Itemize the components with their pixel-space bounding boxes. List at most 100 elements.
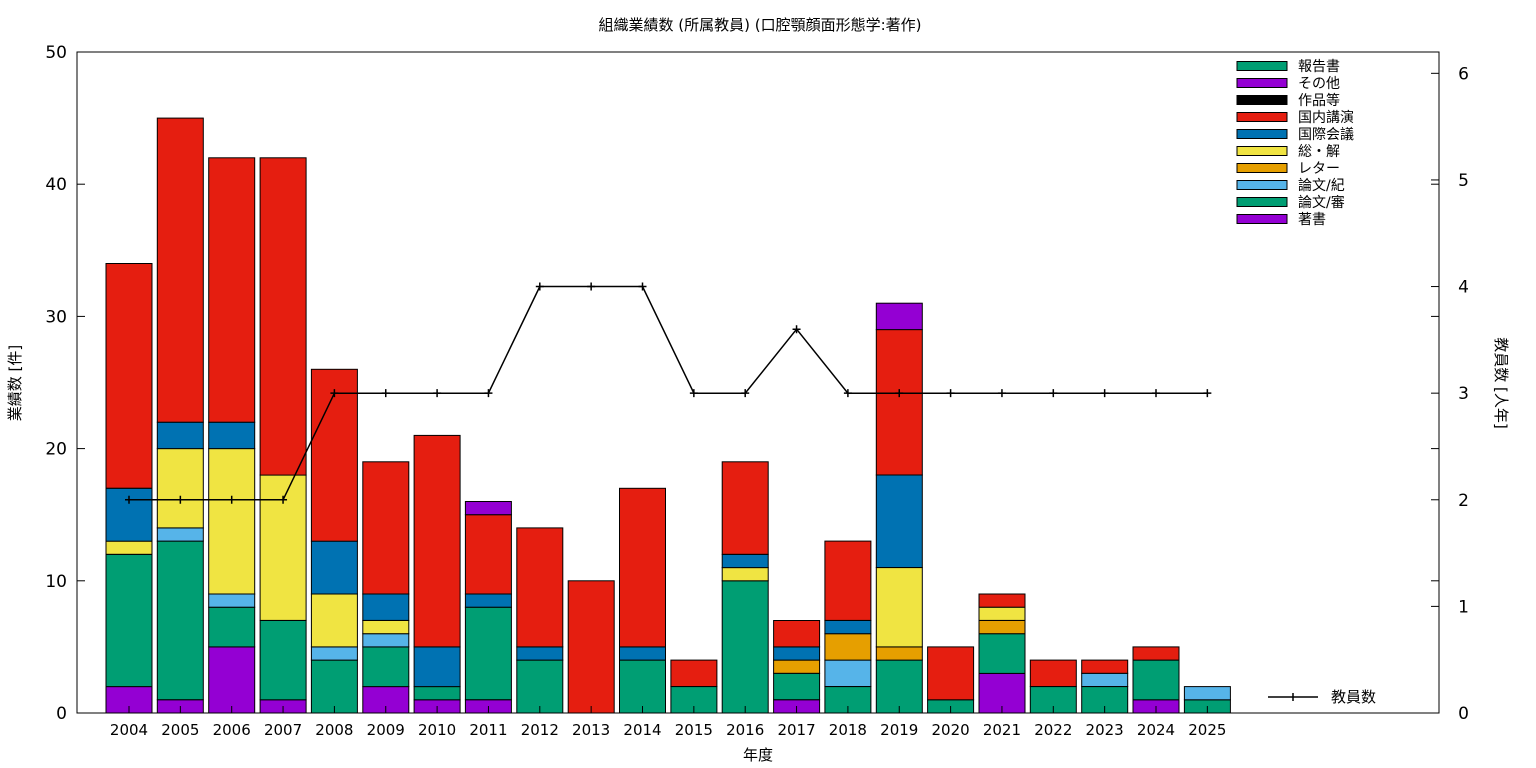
- bar-segment: [156, 540, 204, 701]
- bar-segment: [1081, 672, 1129, 687]
- bar-segment: [413, 686, 461, 701]
- bar-segment: [1132, 646, 1180, 661]
- legend-label: 国内講演: [1298, 110, 1354, 126]
- legend-label: 論文/審: [1298, 195, 1345, 211]
- bar-segment: [619, 646, 666, 661]
- bar-segment: [362, 461, 410, 595]
- x-tick-label: 2022: [1034, 721, 1072, 739]
- bar-segment: [464, 514, 512, 595]
- bar-segment: [670, 659, 718, 687]
- faculty-point: [1100, 389, 1109, 398]
- bar-segment: [516, 527, 564, 648]
- legend-swatch: [1236, 78, 1288, 88]
- x-axis-label: 年度: [743, 746, 773, 764]
- faculty-point: [279, 495, 288, 504]
- x-tick-label: 2011: [469, 721, 507, 739]
- bar-segment: [156, 421, 204, 450]
- x-tick-label: 2010: [418, 721, 456, 739]
- line-layer: [125, 282, 1212, 504]
- x-tick-label: 2012: [521, 721, 559, 739]
- plot-border: [76, 51, 1440, 714]
- bar-segment: [1081, 659, 1129, 674]
- legend-label: 報告書: [1298, 59, 1340, 75]
- bar-segment: [259, 620, 307, 701]
- faculty-point: [638, 282, 647, 291]
- bar-segment: [721, 461, 769, 555]
- y-tick-label: 20: [45, 440, 67, 460]
- y2-tick-label: 5: [1458, 171, 1469, 191]
- bar-segment: [773, 672, 821, 701]
- legend-label: 総・解: [1298, 144, 1340, 160]
- x-tick-label: 2021: [983, 721, 1021, 739]
- faculty-point: [1152, 389, 1160, 398]
- legend-swatch: [1236, 197, 1288, 207]
- bar-segment: [875, 302, 923, 331]
- legend-swatch: [1236, 146, 1288, 156]
- faculty-point: [433, 389, 442, 398]
- bar-segment: [927, 646, 975, 701]
- faculty-point: [843, 389, 852, 398]
- y2-tick-label: 3: [1458, 384, 1469, 404]
- bar-segment: [464, 593, 512, 608]
- legend-swatch: [1236, 95, 1288, 105]
- bar-segment: [516, 646, 564, 661]
- bar-segment: [362, 620, 410, 635]
- faculty-point: [330, 389, 339, 398]
- bar-segment: [978, 620, 1026, 635]
- y-tick-label: 40: [45, 175, 67, 195]
- y2-tick-label: 4: [1458, 278, 1469, 298]
- y2-tick-label: 1: [1458, 597, 1469, 617]
- bar-segment: [156, 117, 204, 423]
- bar-segment: [773, 620, 821, 648]
- bar-segment: [824, 620, 872, 635]
- bar-segment: [413, 646, 461, 688]
- bar-segment: [773, 659, 821, 674]
- legend-swatch: [1236, 61, 1288, 71]
- legend-label: 国際会議: [1298, 126, 1354, 143]
- bar-segment: [619, 659, 666, 714]
- bar-segment: [875, 567, 923, 648]
- legend-swatch: [1236, 112, 1288, 122]
- bar-segment: [362, 646, 410, 688]
- legend-label: その他: [1298, 76, 1340, 92]
- faculty-point: [997, 389, 1006, 398]
- bar-segment: [978, 633, 1026, 674]
- y-tick-label: 30: [45, 307, 67, 327]
- bar-segment: [156, 527, 204, 542]
- legend-line-label: 教員数: [1331, 688, 1376, 706]
- y-tick-label: 50: [45, 43, 67, 63]
- legend-swatch: [1236, 214, 1288, 224]
- bar-segment: [105, 553, 153, 688]
- faculty-point: [741, 389, 750, 398]
- x-tick-label: 2013: [572, 721, 610, 739]
- bar-segment: [310, 368, 358, 542]
- bar-segment: [721, 580, 769, 714]
- bar-segment: [619, 487, 666, 648]
- axes-layer: 0 10 20 30 40 50 0 1 2 3 4 5 6 2004 2005 2006 2007 2008 20…: [45, 43, 1469, 739]
- y-tick-label: 0: [56, 704, 67, 724]
- faculty-point: [946, 389, 955, 398]
- bar-segment: [310, 593, 358, 648]
- x-tick-label: 2025: [1188, 721, 1226, 739]
- bar-segment: [259, 157, 307, 476]
- bar-segment: [1183, 686, 1231, 701]
- bar-segment: [464, 606, 512, 701]
- faculty-point: [535, 282, 544, 291]
- x-tick-label: 2017: [777, 721, 815, 739]
- faculty-point: [176, 495, 185, 504]
- x-tick-label: 2007: [264, 721, 302, 739]
- bar-segment: [362, 593, 410, 621]
- bar-segment: [208, 157, 256, 423]
- bar-segment: [721, 553, 769, 569]
- bar-segment: [875, 329, 923, 476]
- bar-segment: [208, 593, 256, 608]
- y-tick-label: 10: [45, 572, 67, 592]
- x-tick-label: 2006: [213, 721, 251, 739]
- bar-segment: [824, 540, 872, 621]
- x-tick-label: 2024: [1137, 721, 1175, 739]
- faculty-point: [381, 389, 390, 398]
- bar-segment: [413, 434, 461, 648]
- bar-segment: [362, 633, 410, 648]
- bar-segment: [156, 448, 204, 529]
